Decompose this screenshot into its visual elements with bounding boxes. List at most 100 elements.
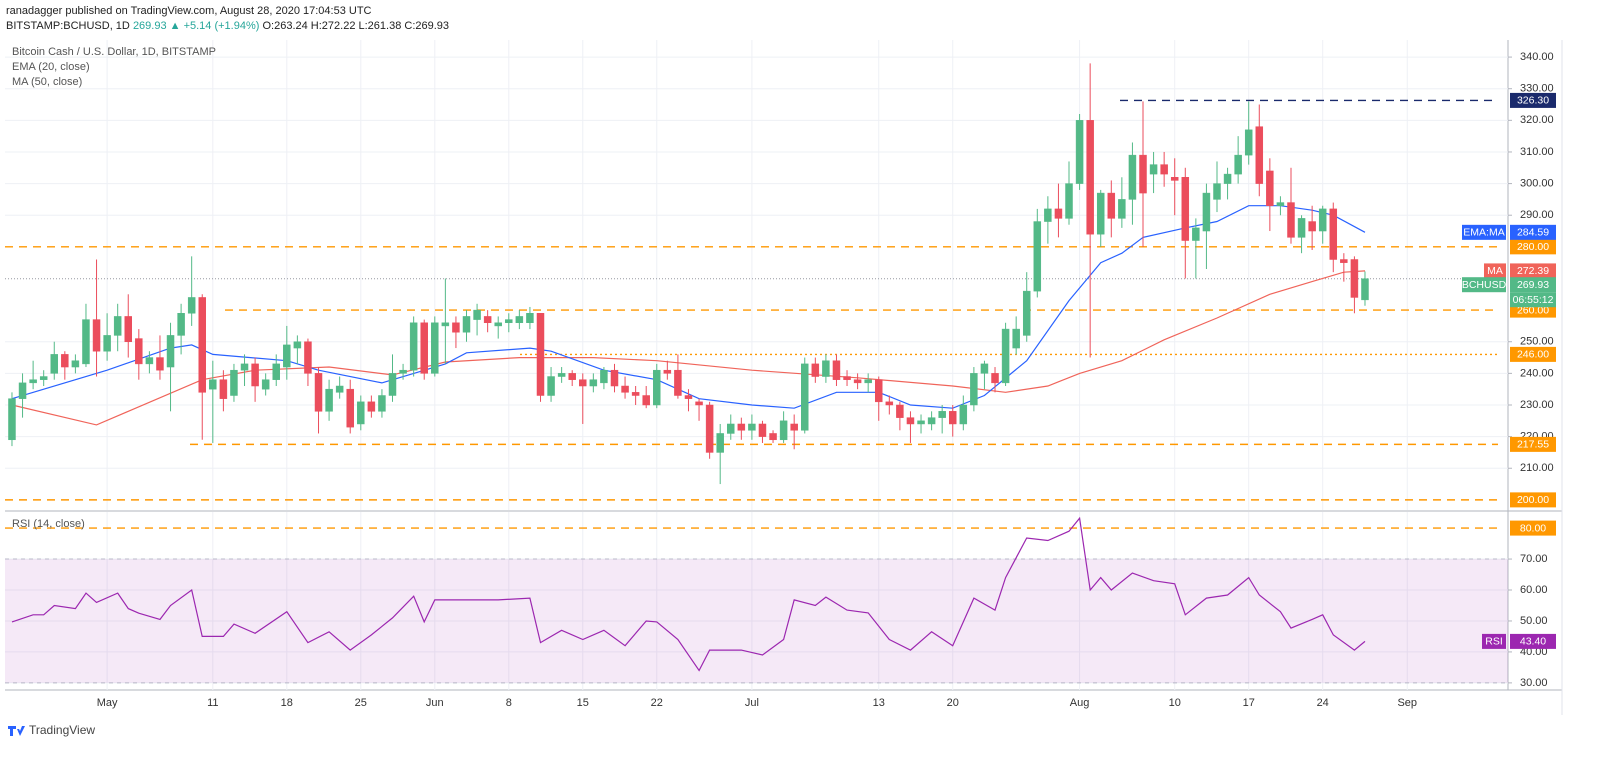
- candle-body: [1044, 208, 1052, 222]
- candle-body: [335, 385, 344, 393]
- candle-body: [832, 360, 841, 380]
- candle-body: [716, 433, 724, 453]
- candle-body: [536, 313, 545, 396]
- countdown: 06:55:12: [1513, 294, 1554, 306]
- candle-body: [938, 411, 946, 418]
- candle-body: [948, 411, 957, 425]
- candle-body: [758, 423, 767, 437]
- candle-body: [684, 395, 693, 399]
- y-tick-label: 240.00: [1520, 367, 1554, 379]
- plot: May 11 18 25 Jun 8 15 22 Jul 13 20 Aug 10 17 24 Sep 340.…: [5, 40, 1563, 715]
- tag-value: 272.39: [1517, 265, 1549, 277]
- candle-body: [1223, 173, 1232, 184]
- candle-body: [473, 309, 481, 320]
- rsi-band: [5, 559, 1508, 683]
- candle-body: [1149, 164, 1158, 175]
- candle-body: [1107, 192, 1116, 219]
- level-tag: [1510, 346, 1556, 362]
- candle-body: [885, 401, 894, 406]
- candle-body: [1244, 129, 1253, 156]
- symbol: BITSTAMP:BCHUSD, 1D: [6, 20, 130, 32]
- candle-body: [653, 369, 661, 406]
- candle-body: [283, 344, 291, 368]
- y-tick-label: 300.00: [1520, 177, 1554, 189]
- candle-body: [8, 398, 16, 441]
- candle-body: [1234, 154, 1242, 175]
- candle-body: [135, 338, 143, 365]
- candle-body: [50, 354, 59, 374]
- x-tick-label: 25: [355, 697, 367, 709]
- brand: TradingView: [29, 723, 95, 737]
- candle-body: [1350, 259, 1359, 298]
- level-tag: [1510, 492, 1556, 508]
- candle-body: [187, 297, 196, 314]
- level-tag: [1510, 520, 1556, 536]
- candle-body: [547, 376, 555, 396]
- candle-body: [209, 379, 217, 390]
- x-tick-label: Aug: [1070, 697, 1090, 709]
- legend-entry: MA (50, close): [12, 76, 82, 88]
- x-tick-label: 8: [506, 697, 512, 709]
- candle-body: [727, 423, 735, 434]
- candle-body: [388, 373, 397, 396]
- candle-body: [526, 313, 534, 324]
- candle-body: [853, 379, 862, 384]
- candle-body: [1361, 278, 1369, 301]
- candle-body: [18, 382, 27, 399]
- candle-body: [156, 357, 164, 371]
- candle-body: [917, 420, 925, 425]
- candle-body: [695, 401, 703, 406]
- candle-body: [293, 341, 302, 349]
- candle-body: [346, 388, 354, 428]
- candle-body: [1118, 199, 1126, 219]
- level-label: 200.00: [1517, 494, 1549, 506]
- candle-body: [991, 373, 999, 384]
- level-label: 217.55: [1517, 439, 1549, 451]
- tag-value-box: [1510, 633, 1556, 649]
- level-tag: [1510, 92, 1556, 108]
- candle-body: [621, 385, 629, 393]
- y-tick-label: 60.00: [1520, 584, 1548, 596]
- candle-body: [843, 376, 851, 380]
- y-tick-label: 210.00: [1520, 462, 1554, 474]
- candle-body: [124, 316, 133, 342]
- x-tick-label: Sep: [1397, 697, 1417, 709]
- level-label: 326.30: [1517, 95, 1549, 107]
- candle-body: [314, 373, 323, 412]
- tag-value: 269.93: [1517, 279, 1549, 291]
- level-label: 280.00: [1517, 241, 1549, 253]
- candle-body: [1022, 290, 1031, 336]
- candle-body: [748, 423, 756, 431]
- candle-body: [642, 395, 650, 406]
- candle-body: [1213, 183, 1221, 200]
- tag-name-box: [1484, 263, 1506, 279]
- candle-body: [801, 363, 809, 431]
- author-line: ranadagger published on TradingView.com,…: [6, 5, 372, 17]
- change: 269.93 ▲ +5.14 (+1.94%): [133, 20, 259, 32]
- candle-body: [367, 401, 376, 412]
- level-label: 80.00: [1520, 522, 1546, 534]
- x-tick-label: Jul: [745, 697, 759, 709]
- candle-body: [409, 322, 418, 371]
- candle-body: [811, 363, 820, 377]
- x-tick-label: 13: [873, 697, 885, 709]
- candle-body: [874, 379, 883, 403]
- candle-body: [61, 354, 69, 368]
- candle-body: [1128, 154, 1137, 200]
- candle-body: [1266, 170, 1274, 206]
- y-tick-label: 230.00: [1520, 399, 1554, 411]
- candle-body: [959, 404, 968, 425]
- y-tick-label: 50.00: [1520, 615, 1548, 627]
- candle-body: [1054, 208, 1063, 219]
- rsi-title: RSI (14, close): [12, 518, 85, 530]
- candle-body: [39, 376, 48, 380]
- candle-body: [1075, 120, 1084, 184]
- y-tick-label: 310.00: [1520, 146, 1554, 158]
- level-tag: [1510, 239, 1556, 255]
- candle-body: [1308, 221, 1316, 232]
- x-tick-label: 22: [651, 697, 663, 709]
- candle-body: [420, 322, 428, 374]
- candle-body: [674, 369, 682, 396]
- y-tick-label: 290.00: [1520, 209, 1554, 221]
